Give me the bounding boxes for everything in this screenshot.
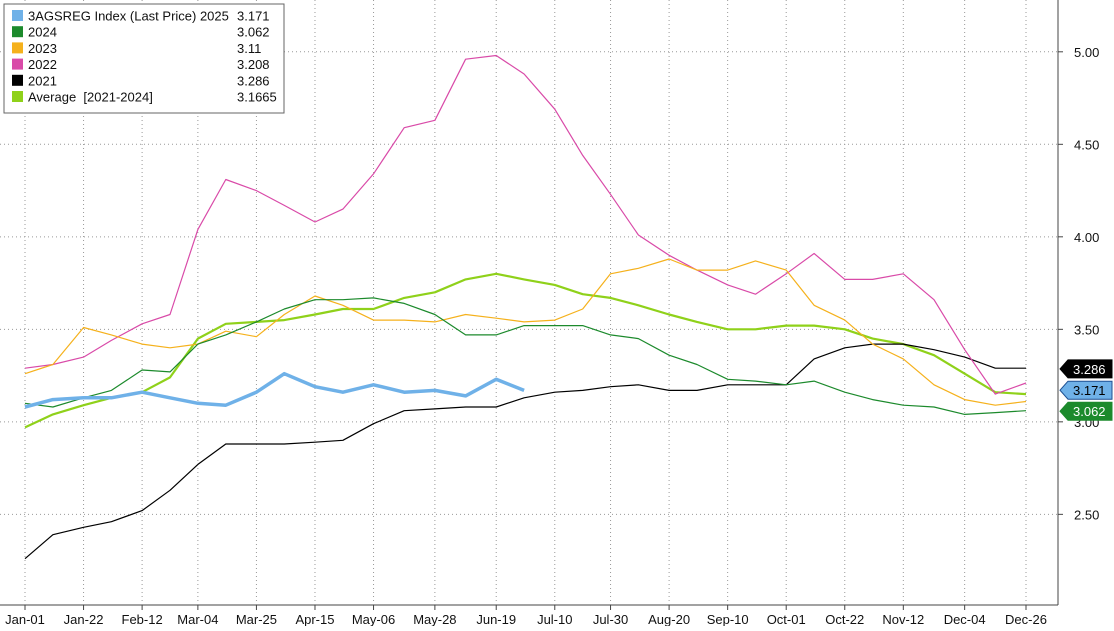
value-badge	[1059, 401, 1113, 421]
badge-label: 3.286	[1073, 362, 1106, 377]
legend-label: Average [2021-2024]	[28, 90, 153, 105]
legend-swatch	[12, 91, 23, 102]
x-tick-label: Oct-22	[825, 612, 864, 626]
badge-label: 3.171	[1073, 383, 1106, 398]
x-tick-label: Apr-15	[295, 612, 334, 626]
series-line	[24, 297, 1027, 415]
x-tick-label: Jul-10	[537, 612, 572, 626]
y-tick-label: 2.50	[1074, 507, 1099, 522]
x-tick-label: Mar-04	[177, 612, 218, 626]
legend-value: 3.062	[237, 25, 270, 40]
x-tick-label: Jan-01	[5, 612, 45, 626]
legend-label: 2022	[28, 57, 57, 72]
series-line	[24, 54, 1027, 395]
series-line	[24, 371, 525, 409]
x-tick-label: Oct-01	[767, 612, 806, 626]
legend-value: 3.208	[237, 57, 270, 72]
x-tick-label: Jan-22	[64, 612, 104, 626]
legend-value: 3.286	[237, 73, 270, 88]
x-tick-label: Sep-10	[707, 612, 749, 626]
x-tick-label: Jun-19	[476, 612, 516, 626]
value-badge	[1059, 359, 1113, 379]
x-tick-label: Jul-30	[593, 612, 628, 626]
series-line	[24, 343, 1026, 560]
legend-value: 3.11	[237, 41, 261, 56]
x-tick-label: May-06	[352, 612, 395, 626]
y-tick-label: 4.50	[1074, 137, 1099, 152]
x-tick-label: Mar-25	[236, 612, 277, 626]
x-tick-label: Dec-26	[1005, 612, 1047, 626]
badges: 3.286 3.171 3.062	[1059, 359, 1113, 421]
series-line	[24, 258, 1027, 406]
badge-label: 3.062	[1073, 404, 1106, 419]
legend-value: 3.171	[237, 9, 270, 24]
legend-swatch	[12, 74, 23, 86]
legend-label: 2024	[28, 25, 57, 40]
x-tick-label: Dec-04	[944, 612, 986, 626]
legend-value: 3.1665	[237, 90, 277, 105]
legend-swatch	[12, 42, 23, 54]
legend-label: 2021	[28, 73, 57, 88]
y-tick-label: 4.00	[1074, 230, 1099, 245]
legend-label: 2023	[28, 41, 57, 56]
legend-label: 3AGSREG Index (Last Price) 2025	[28, 9, 229, 24]
legend-swatch	[12, 26, 23, 38]
legend-swatch	[12, 58, 23, 70]
x-tick-label: May-28	[413, 612, 456, 626]
lines	[24, 54, 1027, 560]
series-line	[24, 272, 1027, 429]
legend-swatch	[12, 10, 23, 21]
value-badge	[1059, 380, 1113, 400]
x-tick-label: Nov-12	[882, 612, 924, 626]
y-tick-label: 3.50	[1074, 322, 1099, 337]
y-tick-label: 5.00	[1074, 45, 1099, 60]
x-tick-label: Feb-12	[122, 612, 163, 626]
legend-box	[3, 3, 285, 114]
x-tick-label: Aug-20	[648, 612, 690, 626]
legend: 3AGSREG Index (Last Price) 2025 3.171 2024…	[3, 3, 285, 114]
